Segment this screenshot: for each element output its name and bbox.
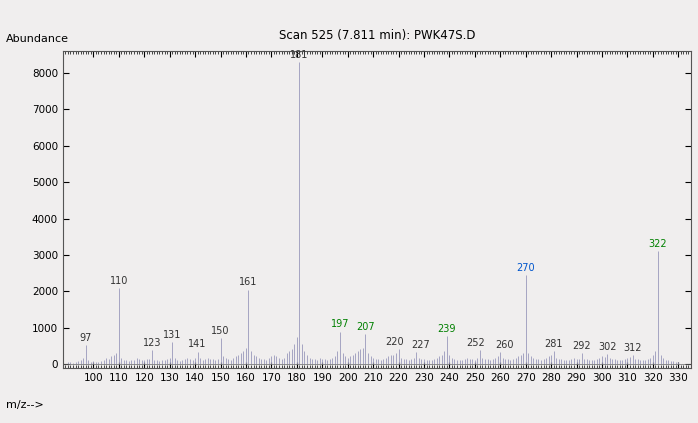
Text: 97: 97 xyxy=(80,333,92,343)
Text: 270: 270 xyxy=(517,263,535,273)
Text: 161: 161 xyxy=(239,277,258,287)
Text: 131: 131 xyxy=(163,330,181,340)
Text: 227: 227 xyxy=(411,340,429,350)
Text: Abundance: Abundance xyxy=(6,34,69,44)
Text: m/z-->: m/z--> xyxy=(6,400,44,410)
Text: 123: 123 xyxy=(142,338,161,348)
Text: 260: 260 xyxy=(495,340,513,350)
Text: 181: 181 xyxy=(290,49,309,60)
Text: 292: 292 xyxy=(572,341,591,351)
Text: 239: 239 xyxy=(438,324,456,334)
Text: 141: 141 xyxy=(188,339,207,349)
Text: 150: 150 xyxy=(211,326,230,336)
Text: 252: 252 xyxy=(467,338,486,348)
Text: 281: 281 xyxy=(544,339,563,349)
Text: 322: 322 xyxy=(648,239,667,249)
Text: 197: 197 xyxy=(331,319,349,330)
Text: 207: 207 xyxy=(356,322,375,332)
Text: 312: 312 xyxy=(623,343,641,353)
Title: Scan 525 (7.811 min): PWK47S.D: Scan 525 (7.811 min): PWK47S.D xyxy=(279,29,475,42)
Text: 302: 302 xyxy=(598,342,616,352)
Text: 220: 220 xyxy=(385,337,404,347)
Text: 110: 110 xyxy=(110,276,128,286)
